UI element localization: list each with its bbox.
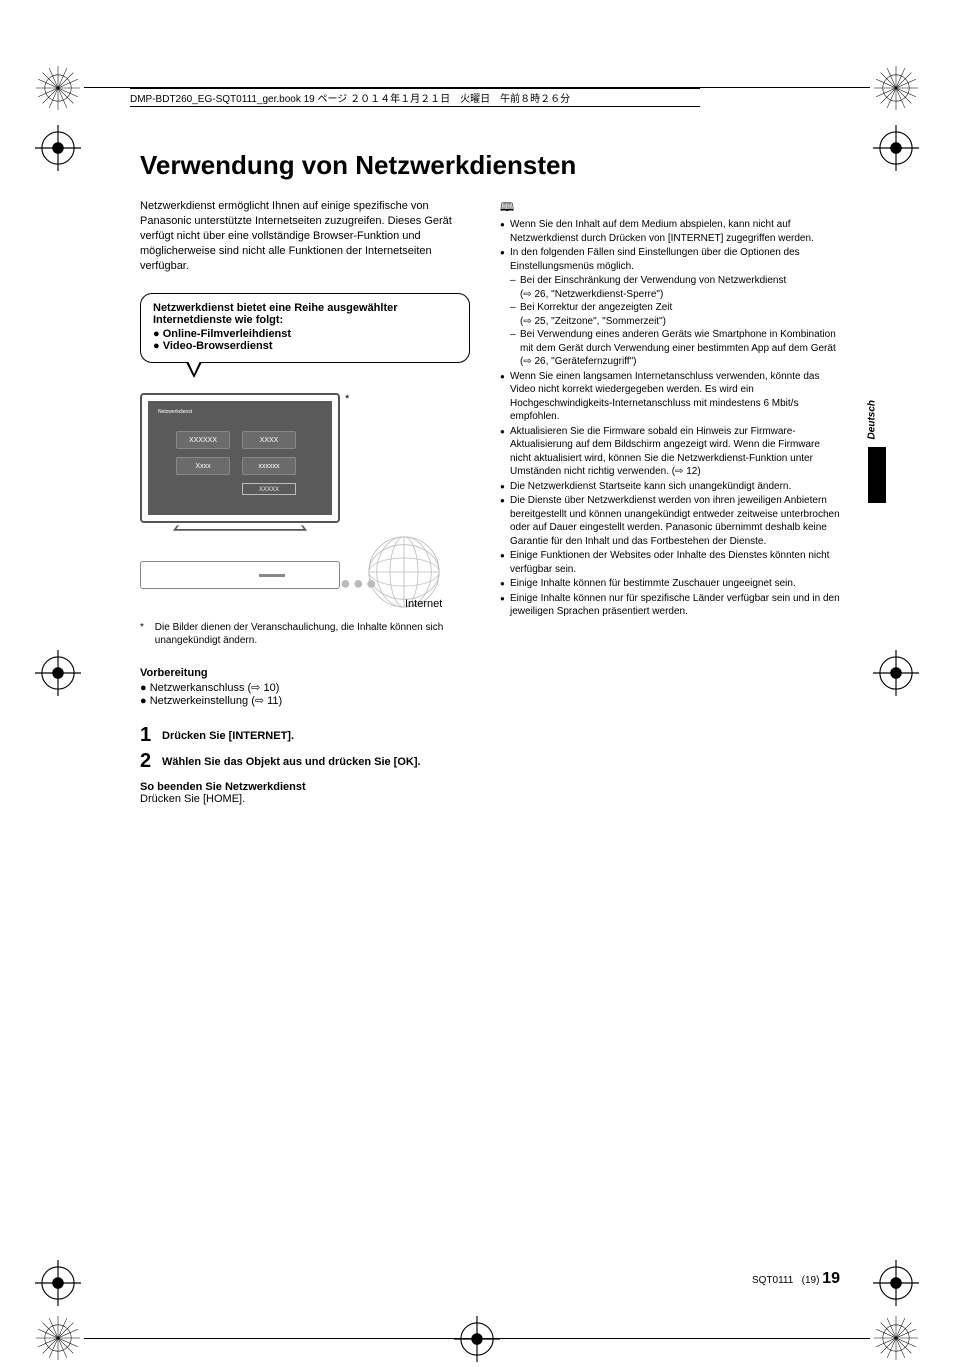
page-title: Verwendung von Netzwerkdiensten	[140, 150, 840, 181]
player-device	[140, 561, 340, 589]
page-number: 19	[822, 1270, 840, 1287]
note-icon: 🕮	[500, 199, 840, 215]
right-column: 🕮 Wenn Sie den Inhalt auf dem Medium abs…	[500, 199, 840, 620]
note-item: Die Dienste über Netzwerkdienst werden v…	[500, 494, 840, 548]
tv-stand	[173, 526, 307, 531]
prep-item: Netzwerkeinstellung (⇨ 11)	[140, 694, 470, 707]
note-item: Aktualisieren Sie die Firmware sobald ei…	[500, 425, 840, 479]
sunburst-icon	[36, 66, 80, 110]
page-footer: SQT0111 (19) 19	[140, 1270, 840, 1288]
print-header: DMP-BDT260_EG-SQT0111_ger.book 19 ページ ２０…	[130, 88, 700, 107]
step-text: Drücken Sie [INTERNET].	[162, 725, 470, 743]
preparation-list: Netzwerkanschluss (⇨ 10) Netzwerkeinstel…	[140, 681, 470, 707]
callout-item: Video-Browserdienst	[153, 340, 457, 352]
note-item: Einige Inhalte können nur für spezifisch…	[500, 592, 840, 619]
step-number: 1	[140, 725, 162, 745]
regmark-icon	[873, 1260, 919, 1306]
left-column: Netzwerkdienst ermöglicht Ihnen auf eini…	[140, 199, 470, 805]
note-item: Wenn Sie einen langsamen Internetanschlu…	[500, 370, 840, 424]
regmark-icon	[454, 1316, 500, 1362]
preparation-heading: Vorbereitung	[140, 667, 470, 679]
step-row: 2 Wählen Sie das Objekt aus und drücken …	[140, 751, 470, 771]
footnote-text: Die Bilder dienen der Veranschaulichung,…	[155, 621, 455, 647]
exit-heading: So beenden Sie Netzwerkdienst	[140, 781, 470, 793]
tv-tile: XXXX	[242, 431, 296, 449]
sunburst-icon	[36, 1316, 80, 1360]
footer-seq: (19)	[802, 1275, 820, 1286]
page-edge-tab	[868, 447, 886, 503]
intro-text: Netzwerkdienst ermöglicht Ihnen auf eini…	[140, 199, 470, 273]
tv-tile: xxxxxx	[242, 457, 296, 475]
note-subitem: Bei Korrektur der angezeigten Zeit (⇨ 25…	[510, 301, 840, 328]
tv-screen: Netzwerkdienst XXXXXX XXXX Xxxx xxxxxx X…	[148, 401, 332, 515]
note-subitem: Bei Verwendung eines anderen Geräts wie …	[510, 328, 840, 369]
callout-box: Netzwerkdienst bietet eine Reihe ausgewä…	[140, 293, 470, 363]
footnote-marker: *	[140, 621, 152, 634]
tv-tile: XXXXXX	[176, 431, 230, 449]
tv-tile: Xxxx	[176, 457, 230, 475]
sunburst-icon	[874, 66, 918, 110]
regmark-icon	[873, 650, 919, 696]
note-subitem: Bei der Einschränkung der Verwendung von…	[510, 274, 840, 301]
regmark-icon	[873, 125, 919, 171]
prep-item: Netzwerkanschluss (⇨ 10)	[140, 681, 470, 694]
diagram-footnote: * Die Bilder dienen der Veranschaulichun…	[140, 621, 470, 647]
step-number: 2	[140, 751, 162, 771]
language-tab: Deutsch	[866, 400, 877, 439]
tv-tile-small: XXXXX	[242, 483, 296, 495]
notes-list: Wenn Sie den Inhalt auf dem Medium abspi…	[500, 218, 840, 619]
internet-label: Internet	[405, 598, 442, 610]
callout-item: Online-Filmverleihdienst	[153, 328, 457, 340]
sunburst-icon	[874, 1316, 918, 1360]
callout-tail-icon	[186, 362, 202, 378]
step-row: 1 Drücken Sie [INTERNET].	[140, 725, 470, 745]
note-item: Einige Funktionen der Websites oder Inha…	[500, 549, 840, 576]
regmark-icon	[35, 650, 81, 696]
tv-diagram: Netzwerkdienst XXXXXX XXXX Xxxx xxxxxx X…	[140, 393, 470, 613]
note-item: Einige Inhalte können für bestimmte Zusc…	[500, 577, 840, 591]
step-text: Wählen Sie das Objekt aus und drücken Si…	[162, 751, 470, 769]
note-item: Die Netzwerkdienst Startseite kann sich …	[500, 480, 840, 494]
note-item: Wenn Sie den Inhalt auf dem Medium abspi…	[500, 218, 840, 245]
callout-title: Netzwerkdienst bietet eine Reihe ausgewä…	[153, 302, 457, 326]
tv-header-label: Netzwerkdienst	[158, 409, 192, 415]
footer-code: SQT0111	[752, 1275, 793, 1286]
asterisk-marker: *	[345, 393, 349, 405]
note-item: In den folgenden Fällen sind Einstellung…	[500, 246, 840, 369]
regmark-icon	[35, 125, 81, 171]
regmark-icon	[35, 1260, 81, 1306]
exit-text: Drücken Sie [HOME].	[140, 793, 470, 805]
tv-frame: Netzwerkdienst XXXXXX XXXX Xxxx xxxxxx X…	[140, 393, 340, 523]
